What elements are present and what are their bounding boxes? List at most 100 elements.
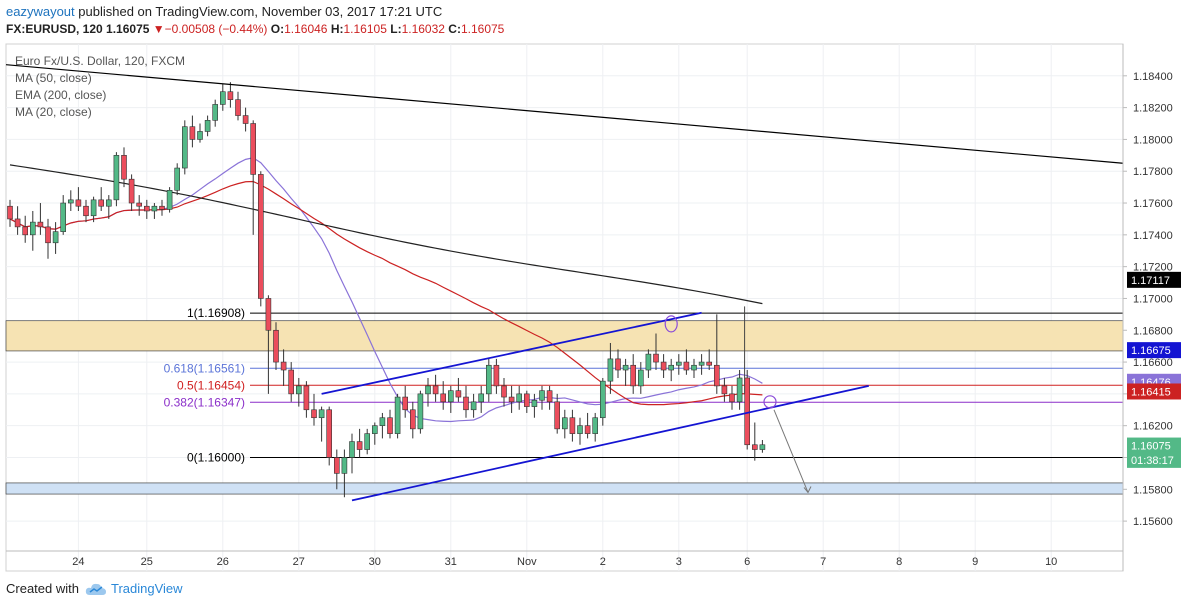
candle[interactable] [235, 91, 241, 121]
candle[interactable] [721, 377, 728, 402]
price-chart[interactable]: 1(1.16908) 0.618(1.16561) 0.5(1.16454) 0.38… [0, 40, 1184, 575]
candle[interactable] [295, 377, 302, 407]
candle[interactable] [713, 314, 720, 394]
candle[interactable] [577, 417, 583, 445]
candle[interactable] [379, 412, 386, 439]
candle[interactable] [607, 342, 614, 394]
candle[interactable] [83, 199, 89, 223]
candle[interactable] [151, 203, 158, 219]
candle[interactable] [744, 370, 751, 450]
candle[interactable] [539, 385, 545, 410]
candle[interactable] [455, 377, 462, 402]
candle[interactable] [273, 322, 279, 371]
candle[interactable] [257, 171, 264, 307]
candle[interactable] [14, 206, 21, 235]
candle[interactable] [121, 147, 127, 188]
candle[interactable] [653, 333, 659, 371]
price-axis[interactable]: 1.18400 1.18200 1.18000 1.17800 1.17600 1.174… [1122, 44, 1173, 571]
candle[interactable] [759, 439, 766, 453]
candle[interactable] [493, 358, 500, 394]
candle[interactable] [159, 199, 165, 216]
candle[interactable] [37, 203, 44, 235]
candle[interactable] [630, 354, 637, 394]
time-axis[interactable]: 24 25 26 27 30 31 Nov 2 3 6 7 8 9 10 [6, 550, 1123, 568]
candle[interactable] [409, 401, 416, 439]
candle[interactable] [29, 210, 36, 251]
candle[interactable] [220, 83, 226, 111]
candle[interactable] [440, 381, 447, 410]
candle[interactable] [463, 385, 469, 418]
candle[interactable] [508, 385, 515, 413]
candle[interactable] [242, 107, 249, 132]
candle[interactable] [204, 115, 211, 137]
candle[interactable] [546, 385, 553, 410]
candle[interactable] [136, 195, 142, 216]
candle[interactable] [349, 433, 355, 474]
candle[interactable] [7, 199, 13, 227]
candle[interactable] [645, 349, 652, 378]
candle[interactable] [569, 409, 576, 442]
candle[interactable] [531, 393, 538, 418]
candle[interactable] [425, 377, 431, 407]
candle[interactable] [622, 358, 629, 386]
candle[interactable] [485, 358, 492, 402]
candle[interactable] [311, 393, 317, 426]
candle[interactable] [387, 409, 393, 439]
candle[interactable] [144, 199, 150, 219]
candle[interactable] [599, 377, 606, 426]
candle[interactable] [113, 152, 120, 207]
candle[interactable] [60, 195, 67, 235]
candle[interactable] [554, 393, 561, 434]
candle[interactable] [288, 362, 295, 402]
candle[interactable] [394, 393, 401, 439]
candle[interactable] [447, 385, 454, 413]
candle[interactable] [189, 115, 196, 148]
candle[interactable] [478, 385, 485, 413]
candle[interactable] [561, 409, 568, 439]
candle[interactable] [326, 406, 333, 466]
candle[interactable] [333, 449, 340, 490]
candle[interactable] [660, 354, 667, 378]
candle[interactable] [197, 123, 203, 143]
candle[interactable] [75, 187, 82, 211]
candle[interactable] [691, 358, 697, 378]
tradingview-link[interactable]: TradingView [85, 581, 183, 596]
candle[interactable] [227, 82, 234, 108]
candle[interactable] [45, 218, 51, 259]
candle[interactable] [22, 215, 29, 243]
candle[interactable] [106, 195, 112, 219]
candle[interactable] [318, 406, 325, 442]
candle[interactable] [98, 187, 104, 211]
candle[interactable] [729, 385, 735, 410]
candle[interactable] [751, 422, 758, 461]
candle[interactable] [265, 295, 272, 394]
candle[interactable] [736, 370, 743, 410]
candles[interactable] [7, 82, 766, 498]
candle[interactable] [402, 385, 409, 418]
candle[interactable] [90, 196, 97, 223]
candle[interactable] [356, 428, 363, 458]
candle[interactable] [668, 358, 675, 382]
candle[interactable] [516, 385, 523, 410]
candle[interactable] [432, 374, 439, 402]
candle[interactable] [501, 377, 507, 407]
candle[interactable] [166, 187, 173, 213]
candle[interactable] [52, 222, 59, 254]
candle[interactable] [341, 449, 348, 498]
candle[interactable] [706, 349, 713, 371]
candle[interactable] [128, 174, 135, 211]
candle[interactable] [371, 422, 378, 445]
author-link[interactable]: eazywayout [6, 4, 75, 19]
candle[interactable] [615, 349, 621, 378]
candle[interactable] [675, 354, 682, 375]
candle[interactable] [182, 120, 188, 175]
candle[interactable] [303, 381, 310, 418]
candle[interactable] [683, 349, 690, 375]
candle[interactable] [174, 163, 180, 196]
candle[interactable] [592, 412, 599, 442]
candle[interactable] [637, 362, 644, 394]
candle[interactable] [523, 390, 530, 413]
candle[interactable] [584, 412, 591, 439]
candle[interactable] [470, 393, 477, 418]
candle[interactable] [250, 120, 256, 235]
